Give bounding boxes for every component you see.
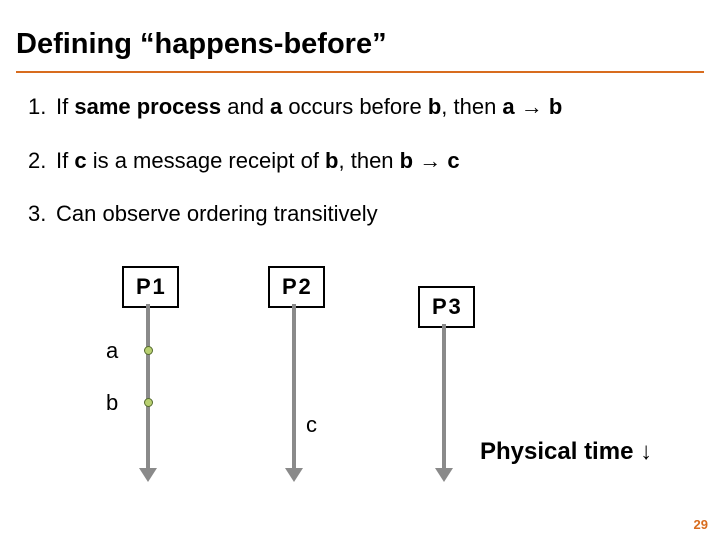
timeline-arrow-p1: [146, 304, 150, 470]
event-dot-a: [144, 346, 153, 355]
timeline-arrowhead-p3: [435, 468, 453, 482]
timeline-arrowhead-p1: [139, 468, 157, 482]
process-box-p2: P 2: [268, 266, 325, 308]
timeline-arrow-p2: [292, 304, 296, 470]
rule-text: If same process and a occurs before b, t…: [56, 92, 562, 122]
rule-num: 3.: [28, 199, 56, 229]
rule-text: Can observe ordering transitively: [56, 199, 378, 229]
event-label-a: a: [106, 338, 118, 364]
rule-item-1: 1. If same process and a occurs before b…: [28, 92, 692, 122]
rule-num: 1.: [28, 92, 56, 122]
rule-item-3: 3. Can observe ordering transitively: [28, 199, 692, 229]
slide-title: Defining “happens-before”: [16, 28, 704, 67]
rule-text: If c is a message receipt of b, then b →…: [56, 146, 460, 176]
timeline-arrow-p3: [442, 324, 446, 470]
rule-num: 2.: [28, 146, 56, 176]
rules-list: 1. If same process and a occurs before b…: [28, 92, 692, 253]
rule-item-2: 2. If c is a message receipt of b, then …: [28, 146, 692, 176]
timeline-arrowhead-p2: [285, 468, 303, 482]
event-label-c: c: [306, 412, 317, 438]
page-number: 29: [694, 517, 708, 532]
physical-time-label: Physical time ↓: [480, 438, 652, 466]
title-underline: [16, 71, 704, 73]
event-dot-b: [144, 398, 153, 407]
process-box-p3: P 3: [418, 286, 475, 328]
process-box-p1: P 1: [122, 266, 179, 308]
event-label-b: b: [106, 390, 118, 416]
